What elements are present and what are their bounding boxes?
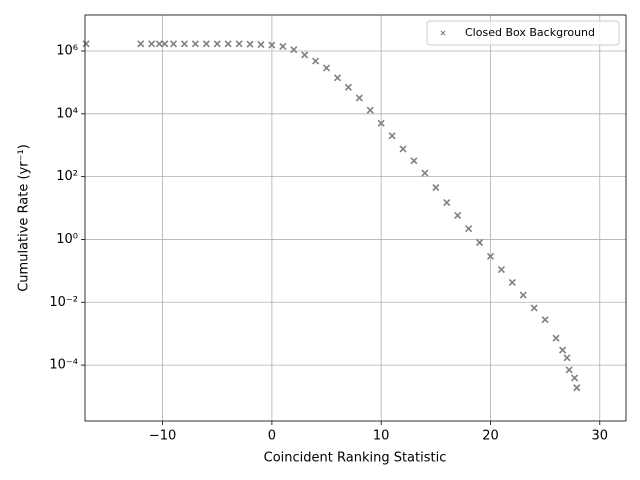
point bbox=[148, 40, 156, 48]
point bbox=[573, 384, 581, 392]
point bbox=[290, 46, 298, 54]
point bbox=[497, 266, 505, 274]
point bbox=[465, 225, 473, 233]
point bbox=[443, 198, 451, 207]
point bbox=[191, 40, 199, 48]
x-tick-label: 20 bbox=[482, 429, 499, 444]
point bbox=[454, 211, 462, 220]
point bbox=[279, 42, 287, 50]
point bbox=[322, 64, 331, 72]
legend-marker bbox=[440, 30, 446, 36]
x-tick-label: 0 bbox=[268, 429, 276, 444]
point bbox=[410, 157, 418, 165]
point bbox=[155, 40, 163, 48]
point bbox=[312, 57, 320, 65]
point bbox=[257, 41, 265, 49]
plot-frame bbox=[84, 14, 627, 422]
y-axis-label: Cumulative Rate (yr⁻¹) bbox=[17, 144, 32, 292]
point bbox=[565, 366, 573, 374]
point bbox=[344, 83, 352, 91]
legend-label: Closed Box Background bbox=[465, 26, 595, 39]
point bbox=[486, 252, 495, 260]
point bbox=[268, 41, 276, 49]
x-axis-label: Coincident Ranking Statistic bbox=[264, 451, 447, 466]
point bbox=[421, 169, 429, 177]
point bbox=[563, 354, 571, 362]
point bbox=[475, 238, 484, 247]
y-tick-label: 10⁰ bbox=[56, 232, 78, 247]
point bbox=[559, 346, 567, 354]
point bbox=[333, 74, 342, 82]
y-tick-label: 10⁻⁴ bbox=[49, 358, 78, 373]
point bbox=[530, 304, 538, 312]
point bbox=[137, 40, 145, 48]
point bbox=[213, 40, 221, 48]
x-tick-label: 30 bbox=[591, 429, 608, 444]
point bbox=[235, 40, 243, 48]
y-tick-label: 10⁶ bbox=[56, 43, 78, 58]
point bbox=[571, 374, 579, 382]
y-tick-label: 10⁴ bbox=[56, 106, 78, 121]
point bbox=[432, 183, 440, 192]
point bbox=[366, 106, 374, 114]
point bbox=[355, 94, 363, 102]
point bbox=[224, 40, 232, 48]
point bbox=[169, 40, 178, 48]
point bbox=[552, 334, 560, 342]
point bbox=[202, 40, 210, 48]
point bbox=[508, 278, 516, 286]
point bbox=[161, 40, 169, 48]
point bbox=[301, 51, 309, 59]
legend-box bbox=[426, 20, 620, 46]
y-tick-label: 10⁻² bbox=[49, 295, 78, 310]
x-tick-label: −10 bbox=[149, 429, 176, 444]
point bbox=[388, 132, 396, 140]
point bbox=[246, 40, 254, 48]
x-tick-label: 10 bbox=[373, 429, 390, 444]
point bbox=[377, 119, 385, 127]
y-tick-label: 10² bbox=[56, 169, 78, 184]
point bbox=[180, 40, 189, 48]
point bbox=[82, 40, 90, 48]
point bbox=[399, 145, 407, 153]
point bbox=[519, 291, 527, 299]
point bbox=[541, 316, 549, 324]
